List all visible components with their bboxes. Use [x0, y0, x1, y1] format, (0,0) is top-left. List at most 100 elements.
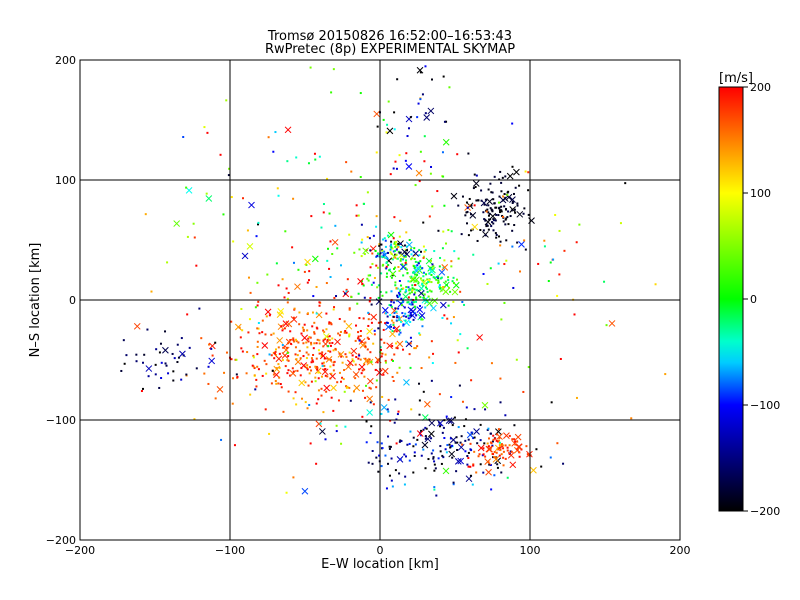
data-point [377, 284, 380, 287]
data-point-cross [516, 210, 524, 218]
data-point [401, 287, 404, 290]
data-point [461, 300, 464, 303]
data-point-cross [381, 367, 389, 375]
data-point-cross [301, 487, 309, 495]
data-point [345, 355, 348, 358]
data-point [308, 372, 311, 375]
data-point [426, 290, 429, 293]
data-point [391, 344, 394, 347]
data-point [253, 374, 256, 377]
data-point [281, 359, 284, 362]
data-point [292, 370, 295, 373]
data-point [367, 274, 370, 277]
data-point [295, 403, 298, 406]
data-point [361, 415, 364, 418]
data-point [382, 118, 385, 121]
data-point [414, 291, 417, 294]
data-point-cross [484, 458, 492, 465]
data-point [398, 269, 401, 272]
data-point-cross [509, 196, 516, 204]
data-point [239, 336, 242, 339]
data-point [415, 279, 418, 282]
data-point [388, 304, 391, 307]
data-point [493, 202, 496, 205]
data-point [516, 449, 519, 452]
data-point [466, 455, 469, 458]
data-point [326, 335, 329, 338]
data-point [135, 360, 138, 363]
x-tick-label: 0 [377, 544, 384, 557]
data-point [147, 375, 150, 378]
data-point [328, 321, 331, 324]
data-point [298, 311, 301, 314]
x-tick-label: −100 [215, 544, 245, 557]
data-point-cross [284, 126, 292, 134]
data-point [543, 245, 546, 248]
data-point [407, 314, 410, 317]
data-point [401, 263, 404, 266]
data-point [141, 361, 144, 364]
data-point [421, 292, 424, 295]
data-point [464, 214, 467, 217]
data-point [323, 330, 326, 333]
data-point [510, 209, 513, 212]
colorbar-label: [m/s] [719, 71, 753, 86]
data-point [360, 340, 363, 343]
data-point [360, 223, 363, 226]
data-point [219, 153, 222, 156]
data-point [398, 472, 401, 475]
data-point [550, 401, 553, 404]
data-point-cross [469, 211, 477, 219]
data-point [405, 340, 408, 343]
data-point [256, 281, 259, 284]
data-point [277, 284, 280, 287]
data-point-cross [442, 467, 450, 475]
data-point [439, 287, 442, 290]
data-point [494, 437, 497, 440]
data-point [397, 307, 400, 310]
data-point-cross [234, 323, 242, 331]
data-point [247, 331, 250, 334]
data-point [407, 280, 410, 283]
data-point [313, 342, 316, 345]
data-point [357, 214, 360, 217]
data-point [501, 215, 504, 218]
data-point [456, 441, 459, 444]
data-point [424, 437, 427, 440]
data-point [275, 262, 278, 265]
data-point [492, 222, 495, 225]
x-tick-label: 200 [670, 544, 691, 557]
data-point [223, 371, 226, 374]
data-point-cross [485, 468, 492, 476]
data-point-cross [466, 431, 474, 439]
data-point [308, 403, 311, 406]
data-point [366, 277, 369, 280]
data-point [444, 280, 447, 283]
data-point [490, 191, 493, 194]
data-point [323, 357, 326, 360]
data-point [442, 230, 445, 233]
data-point [348, 233, 351, 236]
data-point [332, 361, 335, 364]
data-point [394, 284, 397, 287]
data-point [499, 211, 502, 214]
data-point [422, 255, 425, 258]
data-point [457, 204, 460, 207]
data-point [381, 249, 384, 252]
data-point [245, 372, 248, 375]
data-point [332, 364, 335, 367]
data-point [465, 201, 468, 204]
data-point [499, 244, 502, 247]
data-point [421, 267, 424, 270]
data-point [225, 99, 228, 102]
data-point [450, 260, 453, 263]
data-point [385, 291, 388, 294]
data-point [355, 214, 358, 217]
data-point [441, 431, 444, 434]
data-point [443, 314, 446, 317]
data-point-cross [472, 180, 480, 187]
data-point [307, 384, 310, 387]
data-point-cross [248, 201, 255, 209]
data-point [418, 332, 421, 335]
